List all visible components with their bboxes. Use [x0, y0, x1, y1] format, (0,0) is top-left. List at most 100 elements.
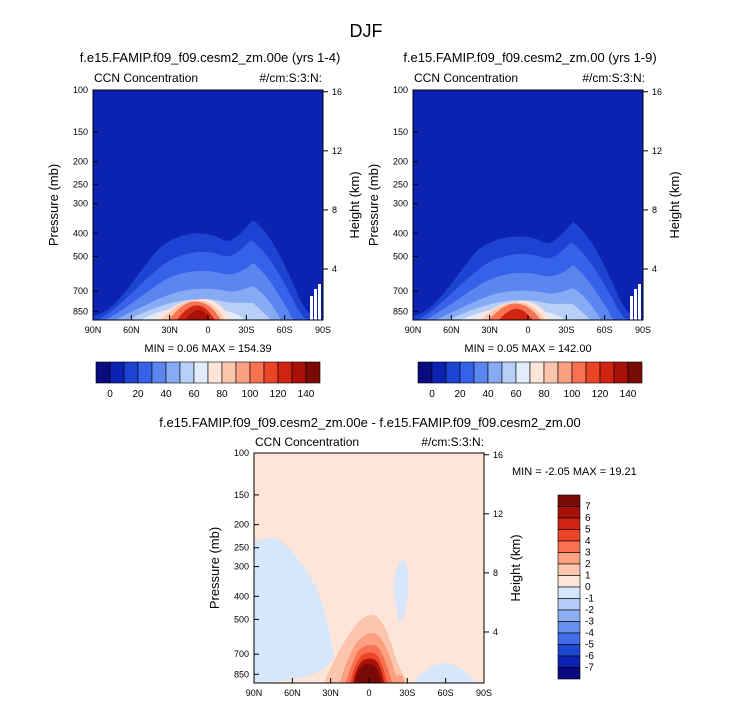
colorbar-swatch: [585, 361, 601, 384]
y-right-tick-label: 8: [493, 568, 498, 578]
y-tick-label: 850: [73, 306, 88, 316]
panel-2-y-axis: 100 150 200 250 300 400 500 700 850: [393, 85, 418, 316]
y-right-tick-label: 8: [652, 205, 657, 215]
y-tick-label: 850: [234, 669, 249, 679]
colorbar-label: 120: [592, 389, 609, 400]
panel-3-title: f.e15.FAMIP.f09_f09.cesm2_zm.00e - f.e15…: [159, 415, 581, 430]
panel-3-contour: [254, 538, 334, 683]
panel-1-contour: [310, 296, 313, 320]
colorbar-swatch: [221, 361, 237, 384]
x-tick-label: 90S: [315, 325, 331, 335]
colorbar-swatch: [179, 361, 195, 384]
colorbar-label: 3: [585, 548, 591, 559]
y-tick-label: 150: [393, 127, 408, 137]
y-right-tick-label: 4: [332, 264, 337, 274]
colorbar-swatch: [557, 552, 581, 565]
colorbar-swatch: [109, 361, 125, 384]
panel-3-right-label: #/cm:S:3:N:: [421, 435, 484, 449]
x-tick-label: 60S: [438, 688, 454, 698]
panel-1-ylabel: Pressure (mb): [46, 164, 61, 246]
colorbar-swatch: [515, 361, 531, 384]
panel-1-contour: [185, 310, 210, 320]
colorbar-label: 80: [216, 389, 228, 400]
y-right-tick-label: 8: [332, 205, 337, 215]
panel-1-x-axis: 90N 60N 30N 0 30S 60S 90S: [85, 315, 331, 335]
colorbar-swatch: [557, 598, 581, 611]
panel-3-plot: 90N 60N 30N 0 30S 60S 90S 100 150 200 250 300 400 50…: [207, 448, 523, 698]
colorbar-swatch: [431, 361, 447, 384]
y-tick-label: 300: [73, 199, 88, 209]
colorbar-swatch: [599, 361, 615, 384]
y-tick-label: 250: [234, 543, 249, 553]
colorbar-swatch: [557, 632, 581, 645]
colorbar-swatch: [571, 361, 587, 384]
colorbar-label: 2: [585, 559, 591, 570]
y-tick-label: 200: [73, 157, 88, 167]
panel-3-ylabel: Pressure (mb): [207, 527, 222, 609]
y-tick-label: 700: [234, 649, 249, 659]
colorbar-label: 140: [620, 389, 637, 400]
y-tick-label: 250: [393, 180, 408, 190]
y-right-tick-label: 12: [493, 509, 503, 519]
colorbar-label: -4: [585, 628, 594, 639]
x-tick-label: 30S: [558, 325, 574, 335]
x-tick-label: 90N: [246, 688, 263, 698]
panel-3-contour: [355, 663, 381, 683]
colorbar-label: 100: [564, 389, 581, 400]
colorbar-swatch: [459, 361, 475, 384]
y-tick-label: 300: [234, 562, 249, 572]
colorbar-swatch: [557, 563, 581, 576]
colorbar-label: 0: [429, 389, 435, 400]
panel-2: f.e15.FAMIP.f09_f09.cesm2_zm.00 (yrs 1-9…: [366, 50, 682, 400]
panel-3: f.e15.FAMIP.f09_f09.cesm2_zm.00e - f.e15…: [159, 415, 637, 698]
x-tick-label: 90N: [405, 325, 422, 335]
colorbar-label: 0: [585, 582, 591, 593]
x-tick-label: 30S: [399, 688, 415, 698]
panel-2-contour: [634, 289, 637, 320]
x-tick-label: 60S: [597, 325, 613, 335]
panel-2-ylabel: Pressure (mb): [366, 164, 381, 246]
colorbar-label: 20: [454, 389, 466, 400]
x-tick-label: 0: [366, 688, 371, 698]
x-tick-label: 90S: [635, 325, 651, 335]
colorbar-label: 120: [270, 389, 287, 400]
colorbar-label: 60: [510, 389, 522, 400]
panel-1-contour: [314, 289, 317, 320]
figure-title: DJF: [350, 21, 383, 41]
y-right-tick-label: 12: [652, 146, 662, 156]
colorbar-swatch: [445, 361, 461, 384]
x-tick-label: 90S: [476, 688, 492, 698]
x-tick-label: 60N: [443, 325, 460, 335]
panel-2-left-label: CCN Concentration: [414, 71, 518, 85]
panel-2-contour: [499, 308, 533, 320]
colorbar-swatch: [557, 644, 581, 657]
colorbar-label: -1: [585, 594, 594, 605]
colorbar-swatch: [417, 361, 433, 384]
y-tick-label: 700: [73, 286, 88, 296]
colorbar-label: -5: [585, 640, 594, 651]
y-tick-label: 400: [393, 228, 408, 238]
panel-3-contour: [393, 560, 409, 622]
panel-1-colorbar: 0 20 40 60 80 100 120 140: [95, 361, 321, 400]
colorbar-swatch: [193, 361, 209, 384]
panel-2-contour: [638, 284, 641, 320]
panel-2-right-label: #/cm:S:3:N:: [582, 71, 645, 85]
colorbar-label: 7: [585, 502, 591, 513]
colorbar-swatch: [557, 517, 581, 530]
panel-2-colorbar: 0 20 40 60 80 100 120 140: [417, 361, 643, 400]
panel-2-ylabel-right: Height (km): [667, 171, 682, 238]
colorbar-label: 100: [242, 389, 259, 400]
panel-2-plot: 90N 60N 30N 0 30S 60S 90S 100 150 200 250 300 400 50…: [366, 85, 682, 335]
panel-2-stats: MIN = 0.05 MAX = 142.00: [464, 343, 591, 355]
colorbar-swatch: [557, 361, 573, 384]
y-right-tick-label: 12: [332, 146, 342, 156]
y-tick-label: 300: [393, 199, 408, 209]
colorbar-swatch: [557, 609, 581, 622]
colorbar-swatch: [557, 621, 581, 634]
colorbar-swatch: [291, 361, 307, 384]
panel-2-y-axis-right: 16 12 8 4: [643, 87, 662, 274]
colorbar-swatch: [95, 361, 111, 384]
colorbar-swatch: [501, 361, 517, 384]
panel-1-title: f.e15.FAMIP.f09_f09.cesm2_zm.00e (yrs 1-…: [80, 50, 341, 65]
